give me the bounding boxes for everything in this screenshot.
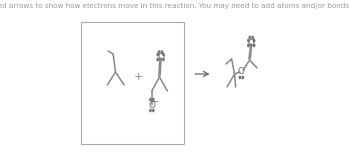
- Text: O: O: [238, 67, 245, 76]
- Circle shape: [163, 53, 164, 56]
- Circle shape: [239, 76, 241, 79]
- Circle shape: [161, 51, 163, 53]
- Circle shape: [153, 109, 154, 112]
- Circle shape: [159, 51, 160, 53]
- Circle shape: [150, 98, 151, 101]
- Circle shape: [153, 98, 154, 101]
- Text: Use curved arrows to show how electrons move in this reaction. You may need to a: Use curved arrows to show how electrons …: [0, 3, 350, 9]
- Circle shape: [253, 44, 255, 47]
- Circle shape: [249, 36, 251, 39]
- Text: −: −: [152, 99, 158, 105]
- Circle shape: [157, 58, 158, 61]
- Text: +: +: [134, 72, 143, 82]
- Circle shape: [248, 44, 249, 47]
- Text: O: O: [157, 52, 164, 62]
- Text: O: O: [148, 100, 155, 109]
- Circle shape: [242, 76, 244, 79]
- Circle shape: [248, 39, 249, 42]
- Text: O: O: [248, 38, 255, 47]
- Circle shape: [163, 58, 164, 61]
- Circle shape: [253, 39, 255, 42]
- Circle shape: [157, 53, 158, 56]
- Circle shape: [252, 36, 253, 39]
- Circle shape: [150, 109, 151, 112]
- Bar: [82, 22, 184, 144]
